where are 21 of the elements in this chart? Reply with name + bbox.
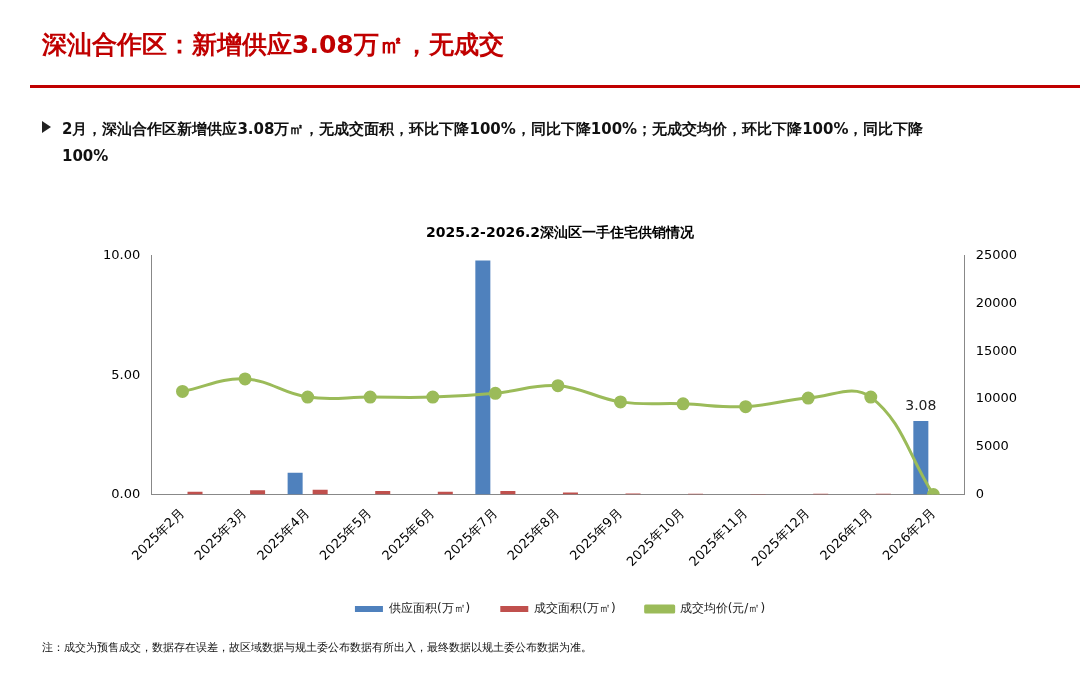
y-tick-label: 5.00 (111, 366, 141, 382)
y2-tick-label: 0 (975, 485, 984, 501)
text: 深汕合作区：新增供应3.08万㎡，无成交 (42, 29, 504, 61)
data-label: 3.08 (905, 396, 937, 413)
y2-tick-label: 10000 (975, 390, 1017, 406)
bar (250, 490, 266, 495)
y2-tick-label: 5000 (975, 438, 1009, 454)
legend-label: 成交均价(元/㎡) (679, 601, 766, 616)
legend-label: 成交面积(万㎡) (534, 601, 616, 616)
y2-tick-label: 20000 (975, 294, 1017, 310)
bar (475, 260, 491, 495)
text: 注：成交为预售成交，数据存在误差，故区域数据与规土委公布数据有所出入，最终数据以规土委公布数据为准。 (42, 640, 592, 655)
bar (913, 420, 929, 495)
y2-tick-label: 25000 (975, 247, 1017, 263)
bar (287, 472, 303, 495)
chart-title: 2025.2-2026.2深汕区一手住宅供销情况 (426, 224, 695, 241)
y2-tick-label: 15000 (975, 342, 1017, 358)
legend-label: 供应面积(万㎡) (388, 601, 471, 616)
y-tick-label: 10.00 (103, 247, 141, 263)
y-tick-label: 0.00 (111, 485, 141, 501)
text: 2月，深汕合作区新增供应3.08万㎡，无成交面积，环比下降100%，同比下降100%；无成交均价，环比下降100%，同比下降100% (62, 119, 925, 167)
